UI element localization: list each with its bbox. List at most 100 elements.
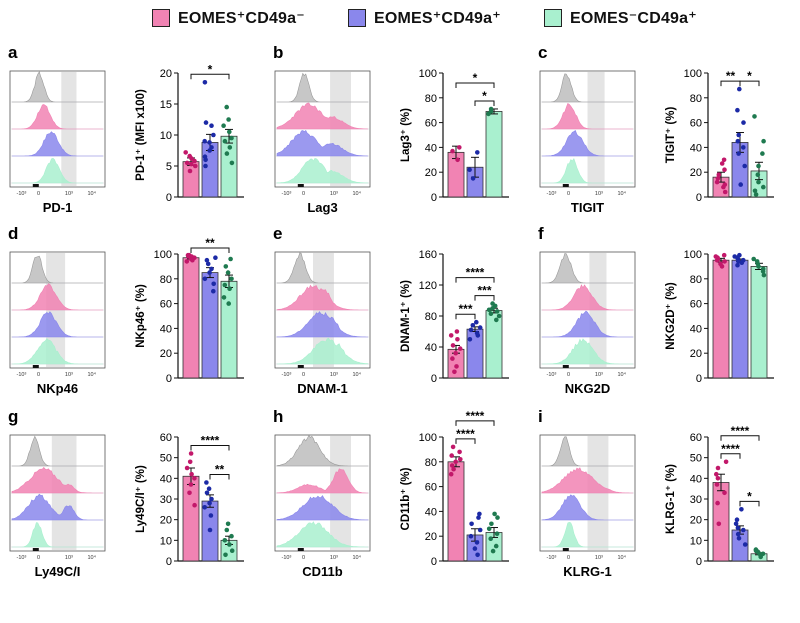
histogram-tick-label: 10³	[595, 191, 603, 197]
histogram-track	[542, 157, 633, 184]
data-point	[742, 163, 747, 169]
histogram-marker-label: Lag3	[307, 200, 337, 215]
histogram-tick-label: 10⁴	[352, 190, 361, 197]
significance-bracket	[455, 438, 476, 444]
y-tick-label: 100	[684, 249, 702, 261]
data-point	[722, 189, 728, 195]
y-tick-label: 40	[160, 323, 172, 335]
y-tick-label: 160	[419, 249, 437, 261]
data-point	[761, 184, 766, 190]
y-tick-label: 100	[154, 249, 172, 261]
data-point	[209, 496, 214, 502]
legend-item-eomes-pos-cd49a-pos: EOMES⁺CD49a⁺	[348, 8, 501, 28]
histogram-tick-label: 0	[567, 372, 570, 378]
zero-marker	[32, 548, 39, 551]
legend-item-eomes-neg-cd49a-pos: EOMES⁻CD49a⁺	[544, 8, 697, 28]
data-point	[741, 120, 746, 125]
y-tick-label: 20	[690, 167, 702, 179]
significance-bracket	[455, 277, 495, 283]
panel-letter: i	[538, 407, 543, 426]
histogram-track	[542, 521, 633, 548]
significance-bracket	[474, 100, 495, 106]
y-tick-label: 20	[160, 348, 172, 360]
data-point	[202, 276, 208, 282]
histogram-track	[542, 73, 633, 103]
data-point	[476, 515, 481, 520]
data-point	[184, 465, 190, 471]
histogram-tick-label: 10⁴	[352, 554, 361, 561]
histogram-track	[542, 338, 633, 365]
histogram-track	[542, 130, 633, 157]
data-point	[736, 151, 741, 156]
data-point	[486, 526, 492, 532]
data-point	[224, 527, 230, 533]
data-point	[474, 540, 480, 545]
panel-letter: g	[8, 407, 18, 426]
y-tick-label: 40	[690, 142, 702, 154]
data-point	[188, 482, 194, 487]
bar-1	[712, 482, 730, 562]
significance-bracket	[190, 247, 230, 253]
y-tick-label: 120	[419, 280, 437, 292]
histogram-marker-label: CD11b	[302, 564, 343, 579]
significance-label: **	[215, 462, 225, 476]
histogram-tick-label: -10³	[17, 555, 27, 561]
y-tick-label: 40	[425, 142, 437, 154]
data-point	[735, 525, 741, 531]
zero-marker	[297, 184, 304, 187]
y-tick-label: 30	[690, 494, 702, 506]
data-point	[203, 163, 208, 169]
histogram-tick-label: 10⁴	[87, 371, 96, 378]
histogram-i: -10³ 0 10³ 10⁴ KLRG-1	[539, 434, 636, 579]
data-point	[222, 282, 228, 288]
data-point	[184, 160, 190, 166]
significance-bracket	[190, 73, 230, 80]
y-tick-label: 10	[160, 130, 172, 142]
data-point	[490, 301, 495, 306]
panel-g: g -10³ 0 10³ 10⁴ Ly49C/I 0 10 20 30 40 50 60 Ly49C/I⁺…	[8, 407, 244, 579]
significance-bracket	[739, 80, 760, 87]
y-axis-label: CD11b⁺ (%)	[400, 467, 412, 530]
data-point	[721, 252, 727, 258]
zero-marker	[32, 365, 39, 368]
zero-marker	[297, 548, 304, 551]
data-point	[752, 114, 757, 119]
data-point	[715, 500, 720, 506]
data-point	[760, 551, 766, 557]
data-point	[722, 259, 727, 264]
histogram-h: -10³ 0 10³ 10⁴ CD11b	[274, 434, 371, 579]
data-point	[184, 259, 190, 264]
data-point	[205, 261, 211, 267]
y-tick-label: 50	[160, 453, 172, 465]
y-tick-label: 80	[425, 311, 437, 323]
data-point	[458, 457, 463, 462]
data-point	[227, 542, 232, 547]
data-point	[488, 106, 494, 112]
histogram-tick-label: -10³	[17, 372, 27, 378]
data-point	[470, 323, 476, 328]
significance-bracket	[455, 82, 495, 88]
data-point	[204, 490, 210, 496]
panel-e: e -10³ 0 10³ 10⁴ DNAM-1 0 40 80 120 160 DNAM-1⁺ (%)…	[273, 224, 509, 396]
data-point	[192, 476, 197, 481]
data-point	[207, 270, 212, 275]
data-point	[467, 337, 473, 342]
histogram-tick-label: 10⁴	[87, 554, 96, 561]
data-point	[202, 154, 208, 159]
legend-label: EOMES⁻CD49a⁺	[570, 10, 697, 27]
data-point	[207, 140, 212, 145]
histogram-tick-label: -10³	[17, 191, 27, 197]
significance-label: *	[208, 62, 213, 76]
data-point	[737, 252, 742, 258]
data-point	[224, 104, 229, 110]
histogram-e: -10³ 0 10³ 10⁴ DNAM-1	[274, 251, 371, 396]
panel-letter: f	[538, 224, 544, 243]
histogram-tick-label: 10⁴	[617, 371, 626, 378]
data-point	[225, 270, 231, 275]
significance-label: ****	[731, 424, 750, 438]
histogram-a: -10³ 0 10³ 10⁴ PD-1	[9, 70, 106, 215]
